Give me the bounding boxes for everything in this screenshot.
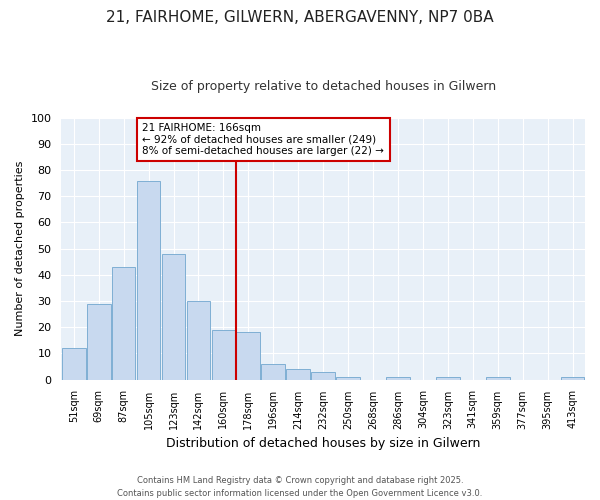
Bar <box>336 377 360 380</box>
Bar <box>286 369 310 380</box>
Bar <box>62 348 86 380</box>
Bar <box>386 377 410 380</box>
Bar <box>311 372 335 380</box>
Bar <box>262 364 285 380</box>
Bar <box>187 301 210 380</box>
Title: Size of property relative to detached houses in Gilwern: Size of property relative to detached ho… <box>151 80 496 93</box>
Bar <box>560 377 584 380</box>
Bar <box>161 254 185 380</box>
Bar <box>112 267 136 380</box>
Bar <box>236 332 260 380</box>
Text: Contains HM Land Registry data © Crown copyright and database right 2025.
Contai: Contains HM Land Registry data © Crown c… <box>118 476 482 498</box>
Bar <box>137 180 160 380</box>
Bar <box>87 304 110 380</box>
Y-axis label: Number of detached properties: Number of detached properties <box>15 161 25 336</box>
Text: 21 FAIRHOME: 166sqm
← 92% of detached houses are smaller (249)
8% of semi-detach: 21 FAIRHOME: 166sqm ← 92% of detached ho… <box>142 123 385 156</box>
Text: 21, FAIRHOME, GILWERN, ABERGAVENNY, NP7 0BA: 21, FAIRHOME, GILWERN, ABERGAVENNY, NP7 … <box>106 10 494 25</box>
Bar <box>212 330 235 380</box>
X-axis label: Distribution of detached houses by size in Gilwern: Distribution of detached houses by size … <box>166 437 481 450</box>
Bar <box>436 377 460 380</box>
Bar <box>486 377 509 380</box>
